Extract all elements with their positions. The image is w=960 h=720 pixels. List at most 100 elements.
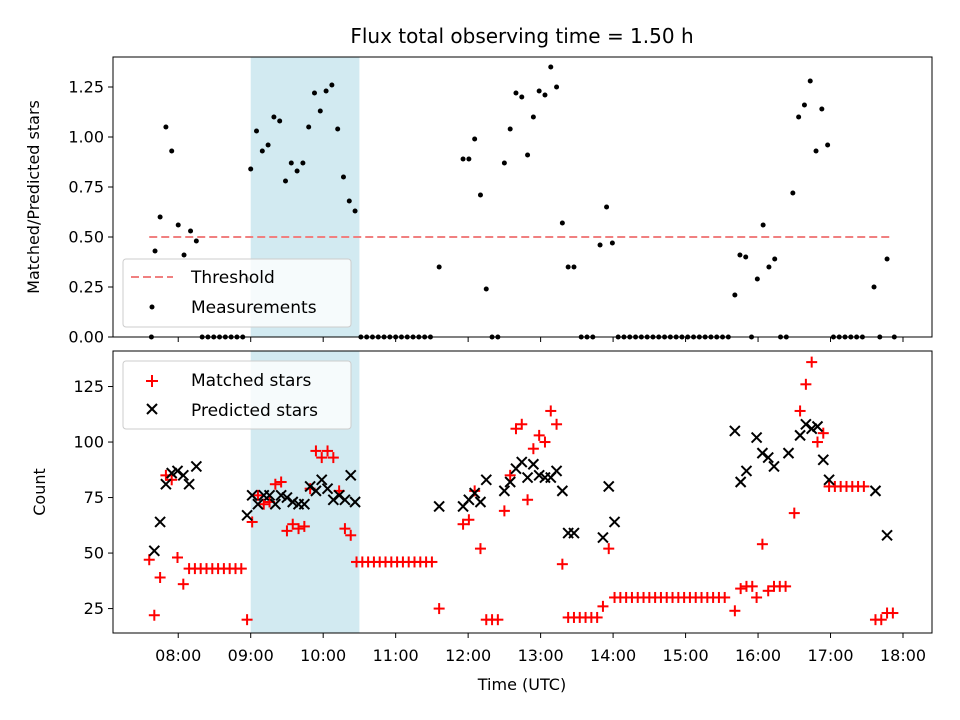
predicted-star-marker — [339, 494, 351, 506]
predicted-marker-b — [740, 465, 753, 477]
predicted-marker-b — [333, 489, 345, 502]
predicted-marker-b — [556, 485, 569, 497]
predicted-marker-b — [468, 487, 481, 499]
matched-star-marker — [492, 614, 504, 626]
predicted-marker-b — [521, 471, 534, 484]
predicted-star-marker — [298, 498, 311, 510]
matched-star-marker — [241, 614, 253, 626]
matched-star-marker — [545, 405, 557, 417]
predicted-marker-b — [148, 545, 161, 557]
x-tick-label: 13:00 — [518, 646, 564, 665]
y-tick-label: 0.75 — [68, 178, 104, 197]
matched-star-marker — [457, 518, 469, 530]
predicted-marker-b — [533, 469, 545, 482]
legend-matched-label: Matched stars — [191, 371, 311, 391]
measurement-point — [819, 106, 825, 112]
predicted-star-marker — [603, 480, 615, 493]
matched-star-marker — [345, 529, 357, 541]
predicted-points — [148, 418, 893, 557]
predicted-marker-b — [241, 509, 253, 522]
predicted-marker-b — [608, 516, 621, 528]
predicted-star-marker — [160, 478, 172, 490]
matched-star-marker — [246, 516, 258, 528]
predicted-marker-b — [287, 496, 299, 508]
measurement-point — [597, 242, 603, 248]
matched-star-marker — [154, 571, 166, 583]
measurement-point — [460, 156, 466, 162]
predicted-marker-b — [794, 429, 806, 442]
predicted-star-marker — [527, 458, 540, 470]
matched-star-marker — [756, 538, 768, 550]
predicted-marker-b — [339, 494, 351, 506]
measurement-point — [259, 148, 265, 154]
measurement-point — [288, 160, 294, 166]
measurement-point — [277, 118, 283, 124]
measurement-point — [472, 136, 478, 142]
x-tick-label: 16:00 — [735, 646, 781, 665]
predicted-star-marker — [474, 496, 487, 508]
matched-star-marker — [719, 591, 731, 603]
y-tick-label: 50 — [84, 544, 104, 563]
measurement-point — [265, 142, 271, 148]
matched-star-marker — [426, 556, 438, 568]
predicted-star-marker — [154, 516, 166, 528]
matched-star-marker — [298, 520, 310, 532]
measurement-point — [536, 88, 542, 94]
predicted-star-marker — [310, 485, 322, 497]
predicted-marker-b — [177, 469, 190, 482]
x-tick-label: 17:00 — [807, 646, 853, 665]
predicted-star-marker — [869, 485, 882, 497]
predicted-star-marker — [768, 460, 780, 473]
measurement-point — [152, 248, 158, 254]
top-legend: Threshold Measurements — [122, 258, 352, 328]
predicted-marker-b — [310, 485, 322, 497]
measurement-point — [737, 252, 743, 258]
y-tick-label: 0.25 — [68, 278, 104, 297]
x-tick-label: 10:00 — [300, 646, 346, 665]
predicted-star-marker — [269, 498, 282, 510]
legend-measurements-swatch — [149, 304, 155, 310]
measurement-point — [559, 220, 565, 226]
predicted-star-marker — [550, 465, 563, 477]
predicted-star-marker — [321, 482, 334, 495]
y-tick-label: 75 — [84, 488, 104, 507]
predicted-star-marker — [183, 478, 195, 490]
x-tick-label: 08:00 — [155, 646, 201, 665]
bottom-x-axis: 08:00 09:00 10:00 11:00 12:00 13:00 14:00 15:00… — [155, 633, 926, 665]
matched-star-marker — [510, 423, 522, 435]
predicted-marker-b — [269, 498, 282, 510]
measurement-point — [271, 114, 277, 120]
measurement-point — [790, 190, 796, 196]
predicted-marker-b — [750, 431, 763, 444]
predicted-star-marker — [504, 476, 516, 488]
top-plot-frame — [112, 56, 933, 338]
matched-star-marker — [551, 418, 563, 430]
predicted-marker-b — [729, 425, 741, 437]
predicted-marker-b — [246, 489, 258, 502]
bottom-legend-box — [122, 360, 352, 430]
matched-star-marker — [533, 429, 545, 441]
legend-predicted-label: Predicted stars — [191, 401, 318, 421]
matched-points — [143, 356, 899, 626]
predicted-star-marker — [734, 476, 747, 488]
measurement-point — [796, 114, 802, 120]
matched-star-marker — [177, 578, 189, 590]
measurement-point — [604, 204, 610, 210]
predicted-star-marker — [246, 489, 258, 502]
predicted-marker-b — [160, 478, 172, 490]
predicted-marker-b — [281, 491, 293, 504]
y-tick-label: 1.00 — [68, 128, 104, 147]
predicted-marker-b — [768, 460, 780, 473]
matched-star-marker — [735, 583, 747, 595]
predicted-marker-b — [433, 500, 445, 513]
predicted-marker-b — [498, 485, 511, 497]
predicted-star-marker — [190, 460, 203, 473]
predicted-marker-b — [190, 460, 203, 473]
measurement-point — [294, 168, 300, 174]
legend-predicted-swatch — [146, 403, 158, 415]
matched-star-marker — [516, 418, 528, 430]
x-axis-label: Time (UTC) — [477, 675, 566, 694]
matched-star-marker — [527, 443, 539, 455]
predicted-star-marker — [740, 465, 753, 477]
